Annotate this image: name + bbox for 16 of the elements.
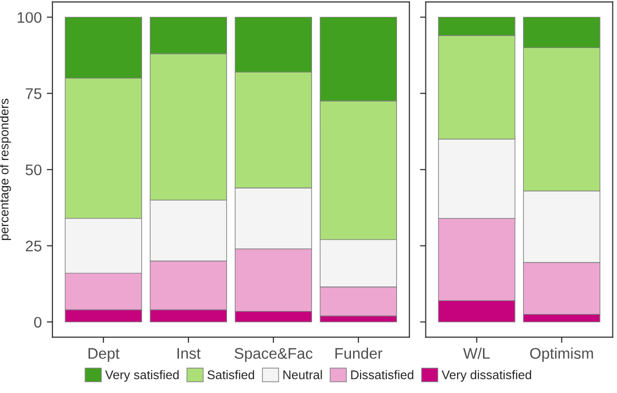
- legend-label: Very satisfied: [105, 370, 179, 382]
- x-tick-label: W/L: [463, 348, 490, 359]
- y-tick-label: 75: [26, 88, 42, 100]
- x-tick-label: Dept: [88, 348, 120, 362]
- x-tick-label: Optimism: [530, 348, 593, 362]
- legend-label: Neutral: [283, 370, 322, 380]
- y-tick-label: 100: [18, 12, 42, 23]
- legend-label: Very dissatisfied: [442, 370, 532, 382]
- legend-label: Satisfied: [208, 370, 254, 380]
- legend-label: Dissatisfied: [351, 370, 414, 380]
- x-tick-label: Funder: [335, 348, 382, 359]
- y-tick-label: 50: [26, 164, 42, 176]
- x-tick-label: Space&Fac: [234, 348, 312, 362]
- y-tick-label: 0: [34, 316, 42, 328]
- y-tick-label: 25: [26, 240, 42, 252]
- x-tick-label: Inst: [178, 348, 201, 359]
